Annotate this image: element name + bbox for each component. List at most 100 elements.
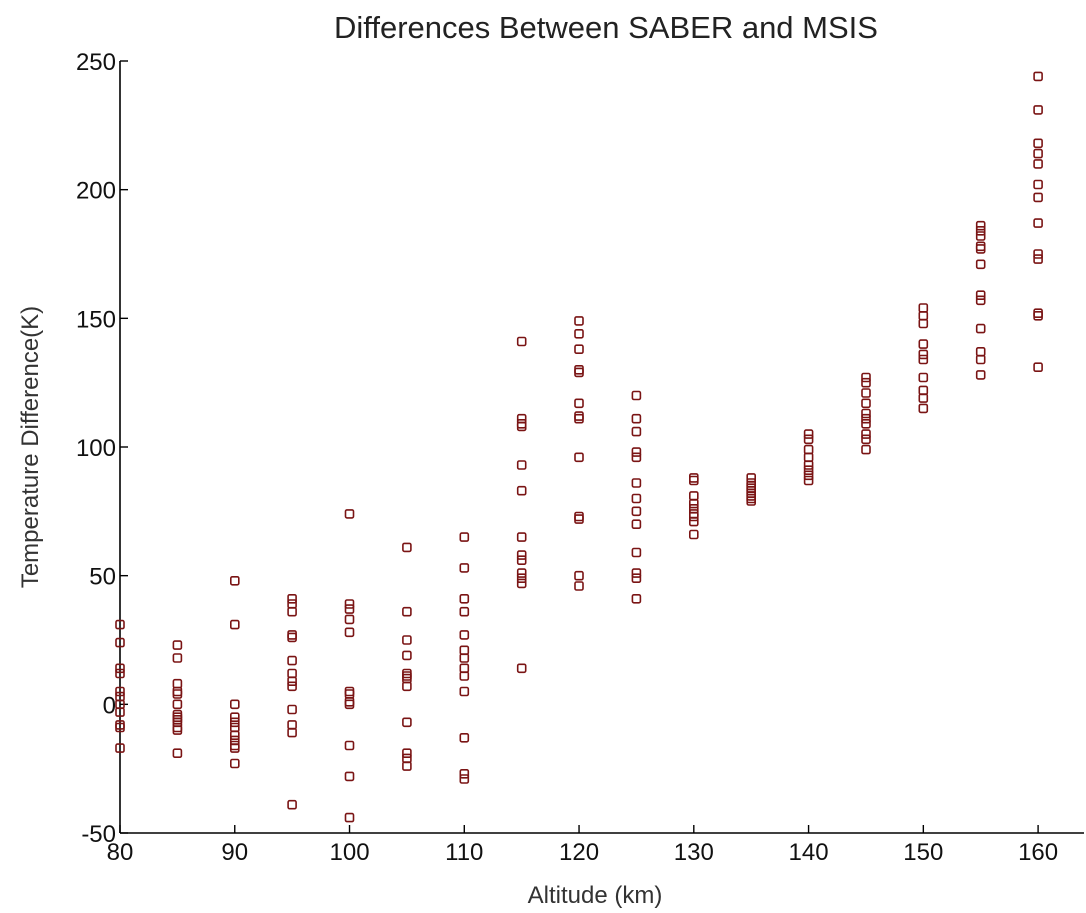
chart-title: Differences Between SABER and MSIS	[334, 10, 878, 45]
data-point	[402, 650, 412, 661]
data-point	[975, 354, 986, 365]
data-point	[631, 413, 642, 424]
data-point	[344, 604, 355, 614]
data-point	[115, 722, 125, 733]
data-point	[861, 372, 871, 383]
data-point	[746, 480, 757, 491]
data-point	[459, 563, 470, 573]
y-tick-label: 150	[76, 306, 116, 333]
data-point	[975, 259, 986, 270]
data-point	[402, 668, 412, 679]
data-point	[975, 323, 986, 334]
data-point	[344, 599, 355, 609]
data-point	[172, 717, 183, 728]
data-point	[861, 408, 871, 419]
x-tick-label: 90	[221, 839, 248, 866]
data-point	[230, 712, 240, 723]
y-tick-label: -50	[81, 821, 116, 848]
data-point	[402, 753, 412, 764]
data-point	[516, 485, 527, 496]
data-point	[861, 377, 871, 388]
data-point	[688, 511, 699, 522]
data-point	[1033, 362, 1043, 373]
data-point	[287, 599, 297, 609]
data-point	[172, 712, 183, 723]
data-point	[746, 488, 757, 499]
data-point	[746, 473, 757, 483]
data-point	[631, 593, 642, 604]
data-point	[172, 714, 183, 725]
data-point	[402, 748, 412, 759]
data-point	[1033, 192, 1043, 203]
y-tick-label: 250	[76, 49, 116, 76]
data-point	[918, 303, 929, 313]
data-point	[230, 699, 240, 710]
y-tick-label: 50	[89, 564, 116, 591]
data-point	[459, 593, 470, 604]
data-point	[516, 568, 527, 578]
data-point	[402, 542, 412, 553]
x-tick-label: 130	[674, 839, 714, 866]
data-point	[631, 426, 642, 437]
data-point	[172, 699, 183, 710]
data-point	[803, 475, 814, 486]
data-point	[459, 671, 470, 681]
data-point	[803, 444, 814, 455]
data-points	[115, 71, 1043, 823]
data-point	[287, 704, 297, 715]
data-point	[803, 465, 814, 476]
data-point	[631, 547, 642, 558]
data-point	[1033, 218, 1043, 228]
data-point	[402, 673, 412, 684]
data-point	[574, 413, 584, 424]
data-point	[230, 758, 240, 769]
data-point	[344, 614, 355, 625]
data-point	[746, 485, 757, 496]
data-point	[574, 398, 584, 409]
data-point	[1033, 308, 1043, 319]
data-point	[975, 290, 986, 301]
data-point	[574, 511, 584, 522]
data-point	[918, 385, 929, 396]
data-point	[861, 398, 871, 409]
data-point	[287, 632, 297, 643]
data-point	[861, 444, 871, 455]
data-point	[516, 421, 527, 432]
data-point	[402, 761, 412, 771]
data-point	[287, 681, 297, 692]
data-point	[115, 668, 125, 679]
data-point	[574, 328, 584, 339]
data-point	[402, 635, 412, 645]
x-tick-label: 140	[789, 839, 829, 866]
data-point	[746, 496, 757, 506]
x-tick-label: 120	[559, 839, 599, 866]
data-point	[344, 812, 355, 823]
data-point	[975, 226, 986, 236]
data-point	[574, 514, 584, 524]
data-point	[115, 707, 125, 717]
data-point	[631, 568, 642, 578]
data-point	[287, 606, 297, 617]
data-point	[574, 364, 584, 375]
data-point	[459, 645, 470, 656]
data-point	[230, 722, 240, 733]
data-point	[746, 491, 757, 501]
data-point	[287, 720, 297, 730]
data-point	[861, 388, 871, 398]
data-point	[402, 681, 412, 692]
data-point	[344, 696, 355, 707]
data-point	[172, 640, 183, 650]
data-point	[459, 732, 470, 743]
x-tick-label: 100	[330, 839, 370, 866]
x-tick-label: 150	[903, 839, 943, 866]
data-point	[115, 619, 125, 630]
data-point	[1033, 254, 1043, 264]
data-point	[172, 748, 183, 759]
data-point	[975, 370, 986, 380]
data-point	[459, 663, 470, 674]
data-point	[975, 295, 986, 306]
data-point	[918, 354, 929, 365]
data-point	[918, 318, 929, 329]
